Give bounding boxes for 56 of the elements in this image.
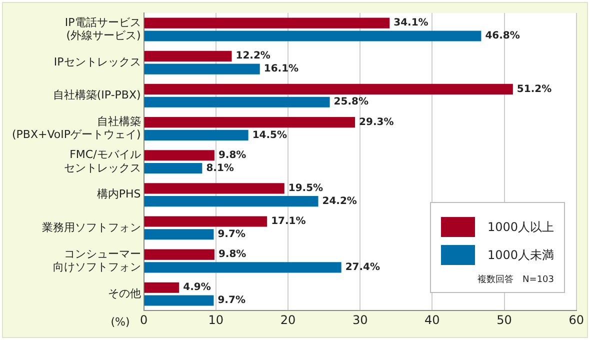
data-label: 9.8% xyxy=(218,249,246,260)
data-label: 46.8% xyxy=(485,30,520,42)
bar xyxy=(144,130,248,140)
bar xyxy=(144,262,342,273)
bar xyxy=(144,18,390,28)
data-label: 24.2% xyxy=(322,196,357,207)
x-tick-label: 30 xyxy=(352,312,368,327)
data-label: 9.7% xyxy=(218,295,246,306)
bar xyxy=(144,196,318,207)
data-label: 19.5% xyxy=(288,183,324,194)
data-label: 51.2% xyxy=(516,84,552,95)
bar xyxy=(144,150,214,161)
y-tick-label: IPセントレックス xyxy=(54,55,141,68)
annotation: 複数回答 N=103 xyxy=(476,274,554,286)
y-tick-label: コンシューマー向けソフトフォン xyxy=(52,247,141,274)
y-tick-label: 自社構築(IP-PBX) xyxy=(52,88,141,102)
bar xyxy=(144,64,260,74)
legend-label: 1000人以上 xyxy=(487,218,554,236)
y-tick-label: 自社構築 (PBX+VoIPゲートウェイ) xyxy=(12,114,141,142)
bar xyxy=(144,50,232,62)
legend-label: 1000人未満 xyxy=(487,246,554,264)
x-tick-label: 40 xyxy=(424,312,440,327)
data-label: 17.1% xyxy=(271,216,306,228)
y-tick-label: FMC/モバイルセントレックス xyxy=(64,148,141,174)
x-tick-label: 20 xyxy=(280,312,296,327)
data-label: 34.1% xyxy=(394,18,428,29)
bar xyxy=(144,249,214,260)
data-label: 9.8% xyxy=(218,150,246,161)
bar xyxy=(144,183,284,194)
data-label: 9.7% xyxy=(218,228,246,240)
y-tick-label: 業務用ソフトフォン xyxy=(42,220,141,234)
data-label: 16.1% xyxy=(264,64,299,75)
bar xyxy=(144,84,513,95)
x-tick-label: 0 xyxy=(140,312,148,327)
y-tick-label: IP電話サービス (外線サービス) xyxy=(64,16,141,42)
data-label: 8.1% xyxy=(206,162,234,174)
data-label: 27.4% xyxy=(345,262,380,274)
x-axis-title: (%) xyxy=(110,315,130,328)
bar xyxy=(144,295,214,306)
bar xyxy=(144,162,202,174)
bar xyxy=(144,30,482,42)
bar xyxy=(144,117,356,128)
bar xyxy=(144,96,330,108)
y-tick-label: その他 xyxy=(108,286,141,300)
data-label: 29.3% xyxy=(359,116,394,128)
y-tick-label: 構内PHS xyxy=(96,188,141,201)
bar xyxy=(144,216,268,227)
bar xyxy=(144,282,180,293)
data-label: 25.8% xyxy=(334,96,368,108)
data-label: 14.5% xyxy=(252,130,288,141)
x-tick-label: 50 xyxy=(496,312,512,327)
bar xyxy=(144,229,214,240)
data-label: 4.9% xyxy=(183,282,211,294)
x-tick-label: 10 xyxy=(208,312,224,327)
data-label: 12.2% xyxy=(236,50,270,62)
x-tick-label: 60 xyxy=(568,312,584,327)
